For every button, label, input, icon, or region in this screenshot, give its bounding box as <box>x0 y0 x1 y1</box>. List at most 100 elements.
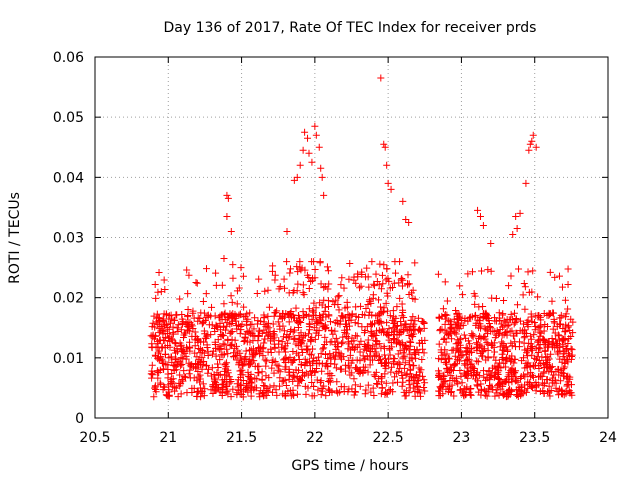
data-point <box>436 314 444 322</box>
data-point <box>362 386 370 394</box>
data-point <box>292 304 300 312</box>
data-point <box>339 333 347 341</box>
data-point <box>235 284 243 292</box>
data-point <box>223 359 231 367</box>
data-point <box>397 318 405 326</box>
data-point <box>420 349 428 357</box>
data-point <box>254 317 262 325</box>
data-point <box>352 279 360 287</box>
data-point <box>186 366 194 374</box>
data-point <box>289 386 297 394</box>
data-point <box>442 338 450 346</box>
data-point <box>374 312 382 320</box>
data-point <box>174 321 182 329</box>
data-point <box>332 364 340 372</box>
data-point <box>148 340 156 348</box>
data-point <box>517 390 525 398</box>
data-point <box>471 300 479 308</box>
data-point <box>169 329 177 337</box>
data-point <box>567 332 575 340</box>
data-point <box>278 338 286 346</box>
data-point <box>498 338 506 346</box>
data-point <box>454 380 462 388</box>
data-point <box>376 260 384 268</box>
data-point <box>356 348 364 356</box>
data-point <box>317 350 325 358</box>
data-point <box>165 334 173 342</box>
data-point <box>285 368 293 376</box>
data-point <box>324 363 332 371</box>
data-point <box>257 347 265 355</box>
data-point <box>417 366 425 374</box>
data-point <box>404 271 412 279</box>
data-point <box>154 355 162 363</box>
data-point <box>549 338 557 346</box>
data-point <box>218 392 226 400</box>
data-point <box>391 318 399 326</box>
data-point <box>441 355 449 363</box>
data-point <box>446 376 454 384</box>
data-point <box>316 299 324 307</box>
data-point <box>229 385 237 393</box>
data-point <box>411 317 419 325</box>
data-point <box>389 335 397 343</box>
data-point <box>305 330 313 338</box>
data-point <box>317 391 325 399</box>
data-point <box>326 338 334 346</box>
data-point <box>260 314 268 322</box>
data-point <box>152 343 160 351</box>
data-point <box>338 274 346 282</box>
data-point <box>550 371 558 379</box>
data-point <box>459 321 467 329</box>
data-point <box>483 370 491 378</box>
data-point <box>508 327 516 335</box>
x-tick-labels: 20.5 21 21.5 22 22.5 23 23.5 24 <box>79 430 617 446</box>
data-point <box>299 281 307 289</box>
data-point <box>305 312 313 320</box>
data-point <box>508 368 516 376</box>
data-point <box>249 332 257 340</box>
data-point <box>216 370 224 378</box>
data-point <box>289 356 297 364</box>
data-point <box>361 326 369 334</box>
data-point <box>466 360 474 368</box>
data-point <box>199 360 207 368</box>
data-point <box>247 383 255 391</box>
data-point <box>368 258 376 266</box>
data-point <box>441 320 449 328</box>
data-point <box>405 218 413 226</box>
data-point <box>219 323 227 331</box>
data-point <box>366 345 374 353</box>
data-point <box>276 374 284 382</box>
data-point <box>395 359 403 367</box>
data-point <box>562 327 570 335</box>
data-point <box>510 309 518 317</box>
data-point <box>253 375 261 383</box>
data-point <box>502 363 510 371</box>
data-point <box>399 197 407 205</box>
data-point <box>383 289 391 297</box>
data-point <box>551 319 559 327</box>
data-point <box>200 392 208 400</box>
data-point <box>335 349 343 357</box>
data-point <box>281 348 289 356</box>
data-point <box>339 312 347 320</box>
data-point <box>495 314 503 322</box>
data-point <box>262 323 270 331</box>
data-point <box>518 357 526 365</box>
data-point <box>320 322 328 330</box>
data-point <box>380 261 388 269</box>
data-point <box>409 313 417 321</box>
data-point <box>173 324 181 332</box>
data-point <box>483 392 491 400</box>
data-point <box>299 308 307 316</box>
data-point <box>370 391 378 399</box>
data-point <box>364 381 372 389</box>
data-point <box>307 351 315 359</box>
data-point <box>563 382 571 390</box>
data-point <box>358 268 366 276</box>
data-point <box>512 212 520 220</box>
data-point <box>387 368 395 376</box>
data-point <box>312 304 320 312</box>
data-point <box>503 376 511 384</box>
